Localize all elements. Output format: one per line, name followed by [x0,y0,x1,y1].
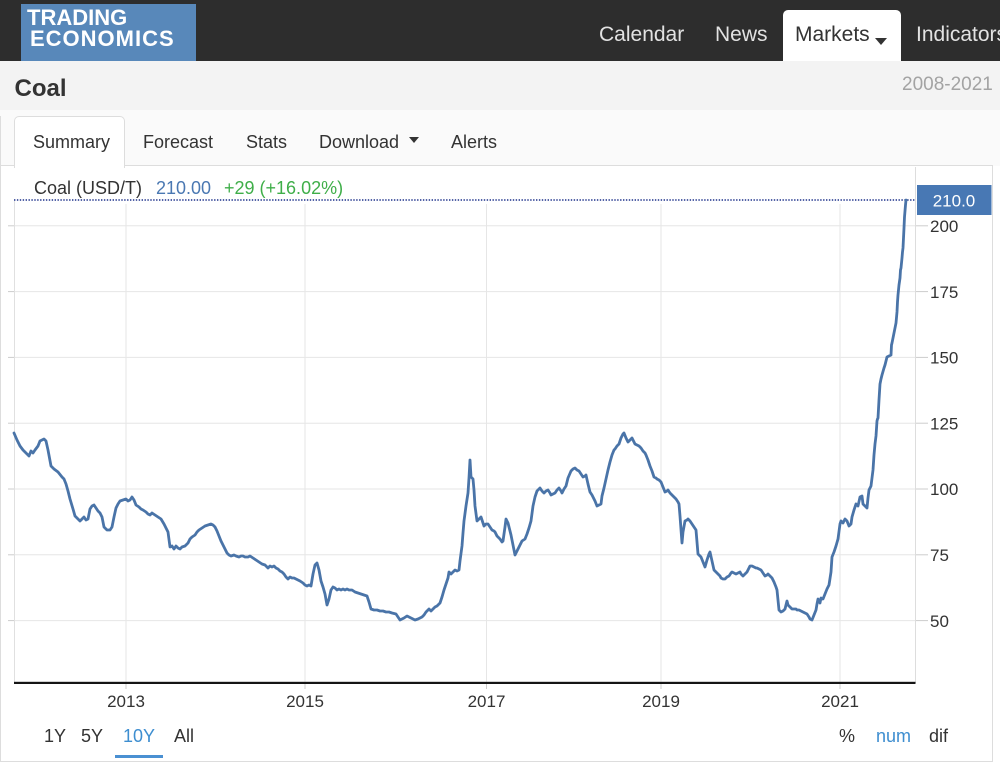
svg-text:2021: 2021 [821,692,859,711]
svg-text:50: 50 [930,612,949,631]
svg-text:210.0: 210.0 [933,192,976,211]
svg-text:2019: 2019 [642,692,680,711]
svg-text:125: 125 [930,414,958,433]
svg-text:75: 75 [930,546,949,565]
svg-text:100: 100 [930,480,958,499]
svg-text:2015: 2015 [286,692,324,711]
svg-text:2013: 2013 [107,692,145,711]
svg-text:2017: 2017 [468,692,506,711]
svg-text:200: 200 [930,217,958,236]
svg-text:150: 150 [930,349,958,368]
svg-text:175: 175 [930,283,958,302]
